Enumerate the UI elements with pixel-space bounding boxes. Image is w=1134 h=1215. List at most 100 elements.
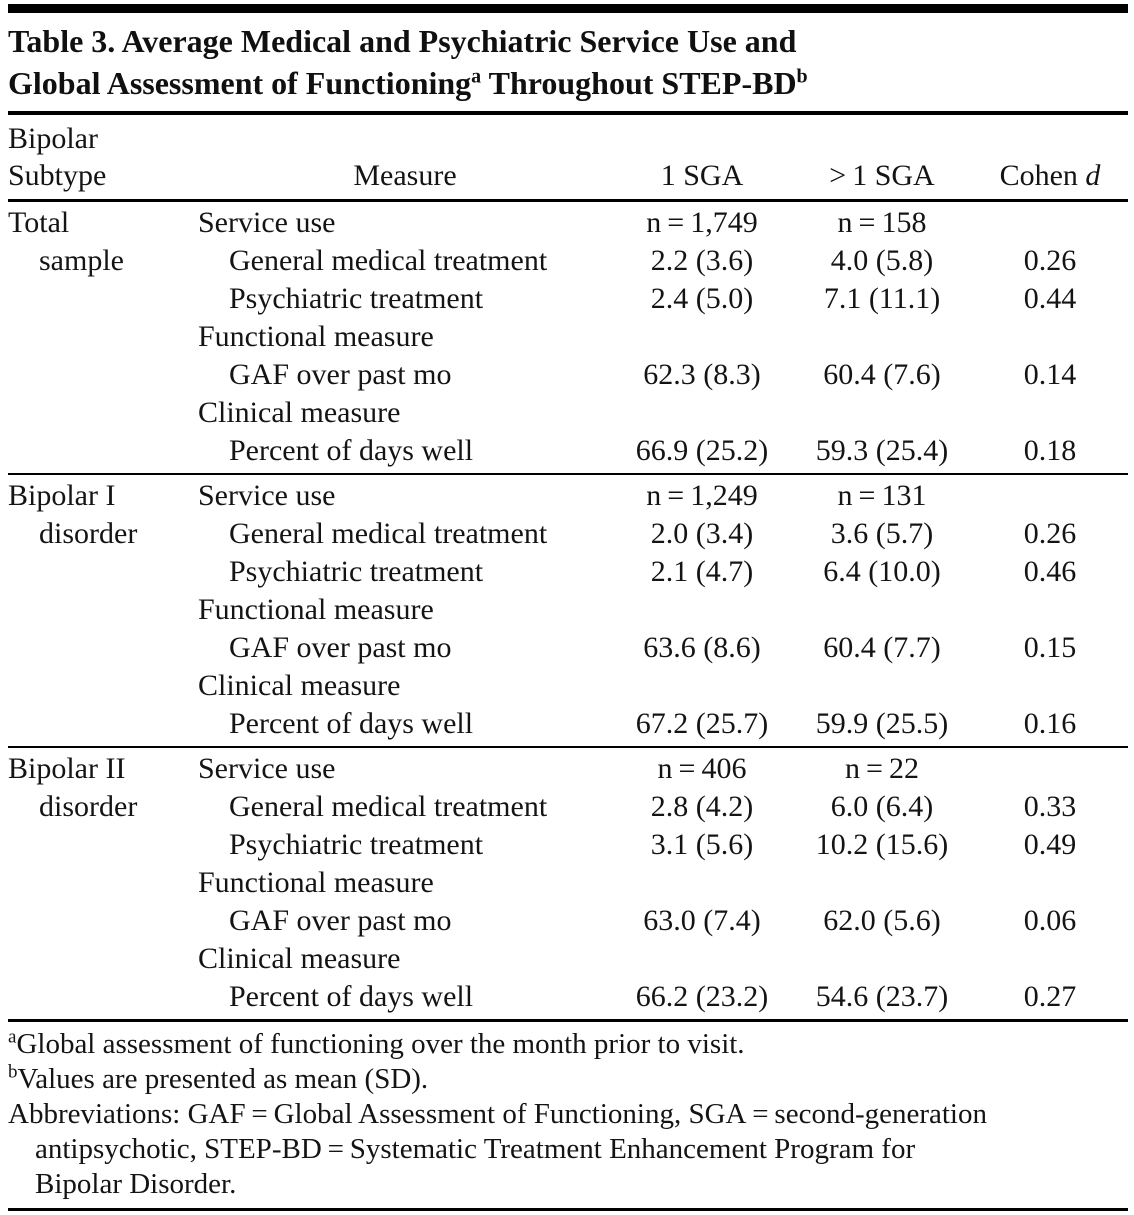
table-row: Percent of days well 66.9 (25.2) 59.3 (2… [8, 432, 1128, 470]
rule-below-header [8, 199, 1128, 202]
cell-measure: Clinical measure [198, 396, 401, 429]
table-row: Percent of days well 67.2 (25.7) 59.9 (2… [8, 705, 1128, 743]
cell-cohen-d-value: 0.44 [1023, 282, 1077, 315]
table-section-1: Bipolar I Service use n = 1,249 n = 131 … [8, 473, 1128, 746]
cell-1-sga-value: n = 1,749 [646, 206, 758, 239]
cell-measure: Clinical measure [198, 669, 401, 702]
footnotes: aGlobal assessment of functioning over t… [8, 1022, 1128, 1202]
cell-measure: Functional measure [198, 593, 434, 626]
cell-gt1-sga-value: 10.2 (15.6) [815, 828, 949, 861]
cell-1-sga-value: 66.9 (25.2) [635, 434, 769, 467]
cell-cohen-d-value: 0.18 [1023, 434, 1077, 467]
table-row: disorder General medical treatment 2.0 (… [8, 515, 1128, 553]
table-row: GAF over past mo 63.6 (8.6) 60.4 (7.7) 0… [8, 629, 1128, 667]
cell-cohen-d-value: 0.46 [1023, 555, 1077, 588]
cell-gt1-sga-value: n = 22 [845, 752, 919, 785]
table-row: Bipolar I Service use n = 1,249 n = 131 [8, 477, 1128, 515]
header-bipolar-subtype-line2: Subtype [8, 159, 107, 192]
cell-gt1-sga-value: 62.0 (5.6) [823, 904, 941, 937]
title-footnote-marker-a: a [471, 65, 482, 88]
cell-bipolar-subtype: Bipolar II [8, 752, 126, 785]
cell-cohen-d-value: 0.06 [1023, 904, 1077, 937]
header-1-sga: 1 SGA [660, 159, 744, 192]
cell-gt1-sga-value: 54.6 (23.7) [815, 980, 949, 1013]
header-cohen-d-text: Cohen [999, 159, 1078, 192]
cell-1-sga-value: 67.2 (25.7) [635, 707, 769, 740]
cell-gt1-sga-value: 59.9 (25.5) [815, 707, 949, 740]
cell-cohen-d-value: 0.26 [1023, 244, 1077, 277]
cell-measure: Percent of days well [229, 434, 474, 467]
header-gt1-sga: > 1 SGA [829, 159, 935, 192]
table-sections: Total Service use n = 1,749 n = 158 samp… [8, 202, 1128, 1019]
footnote-a-marker: a [8, 1026, 17, 1048]
title-footnote-marker-b: b [796, 65, 808, 88]
rule-above-footnotes [8, 1019, 1128, 1022]
cell-1-sga-value: 2.4 (5.0) [650, 282, 754, 315]
table-row: Bipolar II Service use n = 406 n = 22 [8, 750, 1128, 788]
cell-1-sga-value: 2.8 (4.2) [650, 790, 754, 823]
table-row: Psychiatric treatment 3.1 (5.6) 10.2 (15… [8, 826, 1128, 864]
footnote-abbreviations-line3: Bipolar Disorder. [35, 1168, 237, 1200]
cell-cohen-d-value: 0.27 [1023, 980, 1077, 1013]
header-cohen-d: Cohen d [972, 157, 1128, 194]
cell-cohen-d-value: 0.26 [1023, 517, 1077, 550]
table-section-0: Total Service use n = 1,749 n = 158 samp… [8, 202, 1128, 473]
cell-measure: General medical treatment [229, 790, 548, 823]
cell-cohen-d-value: 0.15 [1023, 631, 1077, 664]
cell-measure: Psychiatric treatment [229, 555, 484, 588]
footnote-abbreviations-line2: antipsychotic, STEP-BD = Systematic Trea… [35, 1133, 916, 1165]
bottom-rule [8, 1208, 1128, 1211]
table-row: disorder General medical treatment 2.8 (… [8, 788, 1128, 826]
table-title-line2-text2: Throughout STEP-BD [481, 65, 797, 101]
cell-1-sga-value: n = 406 [657, 752, 747, 785]
cell-1-sga-value: 63.0 (7.4) [643, 904, 761, 937]
cell-1-sga-value: n = 1,249 [646, 479, 758, 512]
cell-1-sga-value: 2.0 (3.4) [650, 517, 754, 550]
cell-gt1-sga-value: 60.4 (7.6) [823, 358, 941, 391]
table-row: Total Service use n = 1,749 n = 158 [8, 204, 1128, 242]
cell-gt1-sga-value: 4.0 (5.8) [830, 244, 934, 277]
table-row: Clinical measure [8, 940, 1128, 978]
table-title: Table 3. Average Medical and Psychiatric… [8, 20, 1128, 104]
footnote-a: aGlobal assessment of functioning over t… [8, 1027, 1128, 1062]
footnote-b-marker: b [8, 1061, 18, 1083]
footnote-b-text: Values are presented as mean (SD). [17, 1063, 429, 1095]
header-measure: Measure [353, 159, 457, 192]
cell-gt1-sga-value: 3.6 (5.7) [830, 517, 934, 550]
table-row: Functional measure [8, 591, 1128, 629]
header-cohen-d-italic: d [1085, 159, 1101, 192]
table-row: Psychiatric treatment 2.4 (5.0) 7.1 (11.… [8, 280, 1128, 318]
cell-1-sga-value: 63.6 (8.6) [643, 631, 761, 664]
cell-measure: Functional measure [198, 866, 434, 899]
table-row: GAF over past mo 62.3 (8.3) 60.4 (7.6) 0… [8, 356, 1128, 394]
table-row: sample General medical treatment 2.2 (3.… [8, 242, 1128, 280]
table-title-line2: Global Assessment of Functioninga Throug… [8, 62, 1128, 104]
footnote-abbreviations-line1: Abbreviations: GAF = Global Assessment o… [8, 1098, 987, 1130]
cell-bipolar-subtype: disorder [39, 517, 138, 550]
table-section-2: Bipolar II Service use n = 406 n = 22 di… [8, 746, 1128, 1019]
table-row: Functional measure [8, 318, 1128, 356]
cell-measure: Clinical measure [198, 942, 401, 975]
cell-cohen-d-value: 0.14 [1023, 358, 1077, 391]
table-row: GAF over past mo 63.0 (7.4) 62.0 (5.6) 0… [8, 902, 1128, 940]
table-row: Psychiatric treatment 2.1 (4.7) 6.4 (10.… [8, 553, 1128, 591]
cell-cohen-d-value: 0.16 [1023, 707, 1077, 740]
cell-1-sga-value: 2.1 (4.7) [650, 555, 754, 588]
cell-measure: GAF over past mo [229, 904, 452, 937]
table-row: Percent of days well 66.2 (23.2) 54.6 (2… [8, 978, 1128, 1016]
cell-measure: GAF over past mo [229, 358, 452, 391]
cell-measure: Service use [198, 752, 336, 785]
cell-measure: Service use [198, 479, 336, 512]
cell-measure: GAF over past mo [229, 631, 452, 664]
cell-cohen-d-value: 0.49 [1023, 828, 1077, 861]
cell-bipolar-subtype: sample [39, 244, 124, 277]
cell-measure: Psychiatric treatment [229, 828, 484, 861]
cell-measure: General medical treatment [229, 244, 548, 277]
cell-bipolar-subtype: Bipolar I [8, 479, 116, 512]
cell-gt1-sga-value: 7.1 (11.1) [823, 282, 941, 315]
cell-1-sga-value: 62.3 (8.3) [643, 358, 761, 391]
cell-gt1-sga-value: n = 131 [837, 479, 927, 512]
cell-1-sga-value: 66.2 (23.2) [635, 980, 769, 1013]
table-row: Clinical measure [8, 394, 1128, 432]
